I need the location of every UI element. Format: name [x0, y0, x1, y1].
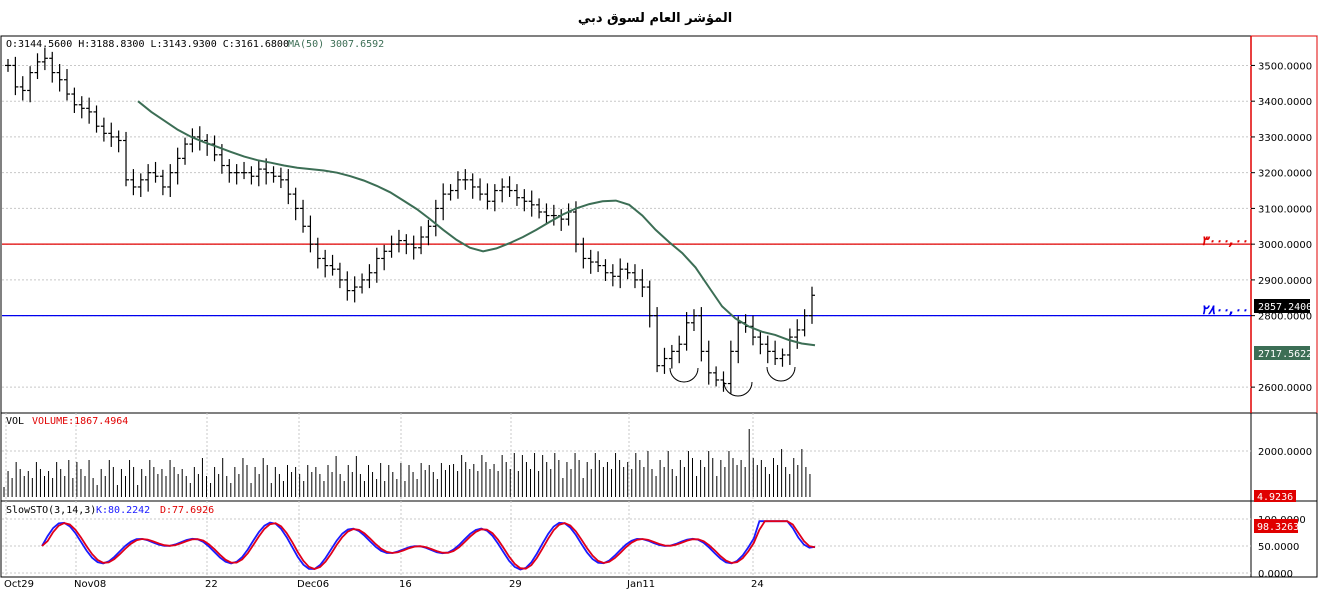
pattern-circles — [669, 366, 796, 397]
stoch-tick-label: 50.0000 — [1258, 542, 1299, 553]
stoch-k-readout: K:80.2242 — [96, 505, 150, 516]
price-tick-label: 3200.0000 — [1258, 169, 1312, 180]
price-tick-label: 3000.0000 — [1258, 240, 1312, 251]
ma-price-tag-bg — [1254, 346, 1310, 360]
grid-lines — [2, 64, 1251, 577]
ma-label: MA(50) — [288, 39, 324, 50]
x-axis-label: Dec06 — [297, 579, 329, 590]
ma50-line — [137, 100, 816, 347]
price-tick-label: 3400.0000 — [1258, 97, 1312, 108]
x-axis-label: 24 — [751, 579, 764, 590]
volume-last-tag-bg — [1254, 490, 1296, 502]
price-tick-label: 3100.0000 — [1258, 204, 1312, 215]
price-tick-label: 2600.0000 — [1258, 383, 1312, 394]
stoch-last-tag: 98.3263 — [1257, 522, 1299, 533]
price-tick-label: 2900.0000 — [1258, 276, 1312, 287]
volume-bars — [3, 429, 811, 497]
chart-title: المؤشر العام لسوق دبي — [578, 11, 732, 26]
price-bars — [5, 47, 815, 394]
x-axis-label: 16 — [399, 579, 412, 590]
x-axis-label: Oct29 — [4, 579, 34, 590]
volume-label: VOL — [6, 416, 24, 427]
ohlc-readout: O:3144.5600 H:3188.8300 L:3143.9300 C:31… — [6, 39, 289, 50]
trough-arc — [766, 366, 796, 382]
price-tick-label: 2800.0000 — [1258, 312, 1312, 323]
annotation-2800: ٢٨٠٠,٠٠ — [1201, 303, 1248, 318]
price-tick-label: 3300.0000 — [1258, 133, 1312, 144]
volume-readout: VOLUME:1867.4964 — [32, 416, 128, 427]
trough-arc — [669, 367, 699, 383]
x-axis-label: 22 — [205, 579, 218, 590]
price-tick-label: 3500.0000 — [1258, 61, 1312, 72]
reference-lines — [2, 243, 1251, 317]
x-axis-label: 29 — [509, 579, 522, 590]
stoch-d-readout: D:77.6926 — [160, 505, 214, 516]
last-price-tag-bg — [1254, 299, 1310, 313]
ma-price-tag: 2717.5622 — [1258, 349, 1312, 360]
stoch-last-tag-bg — [1254, 519, 1298, 533]
x-axis-label: Nov08 — [74, 579, 106, 590]
x-axis-label: Jan11 — [626, 579, 655, 590]
ma-value: 3007.6592 — [330, 39, 384, 50]
stoch-label: SlowSTO(3,14,3) — [6, 505, 96, 516]
last-price-tag: 2857.2400 — [1258, 302, 1312, 313]
annotation-3000: ٣٠٠٠,٠٠ — [1201, 234, 1248, 249]
stoch-k-line — [41, 520, 816, 571]
stoch-d-line — [41, 520, 816, 570]
stoch-tick-label: 0.0000 — [1258, 569, 1293, 580]
volume-tick-label: 2000.0000 — [1258, 447, 1312, 458]
moving-average — [137, 100, 816, 347]
stochastic-lines — [41, 520, 816, 571]
price-panel-frame — [0, 35, 1318, 414]
volume-last-tag: 4.9236 — [1257, 492, 1293, 503]
trough-arc — [723, 381, 753, 397]
stoch-panel-frame — [0, 500, 1318, 578]
